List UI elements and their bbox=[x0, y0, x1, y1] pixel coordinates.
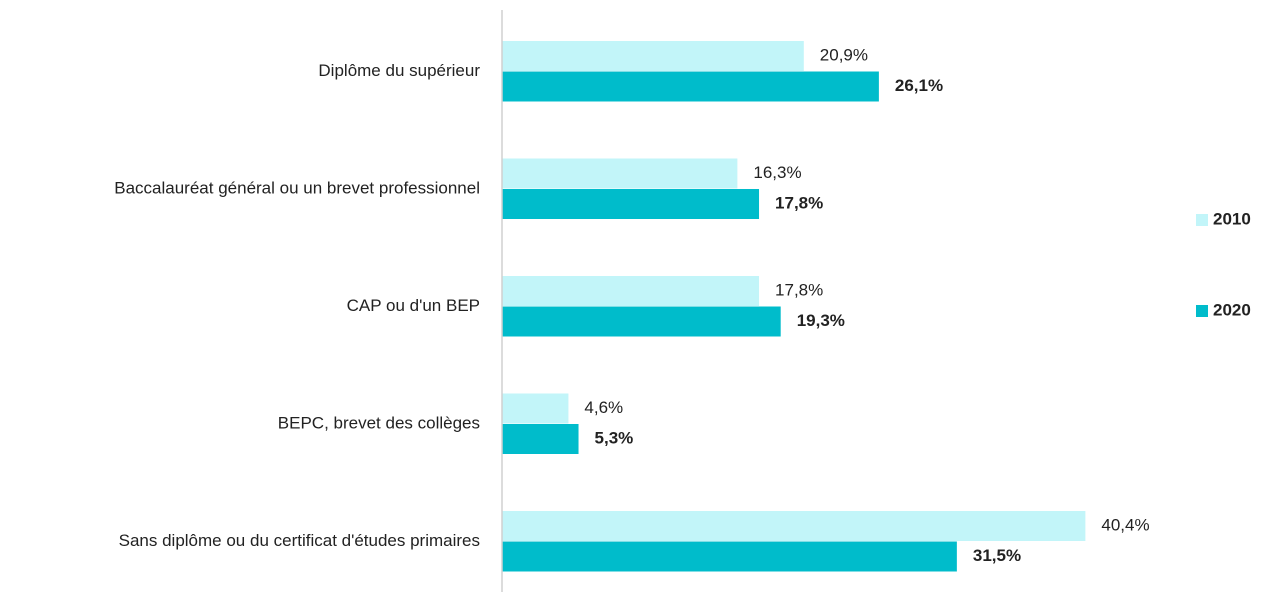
bar bbox=[502, 541, 957, 572]
value-label: 17,8% bbox=[775, 281, 823, 300]
category-label: CAP ou d'un BEP bbox=[347, 296, 480, 315]
category-label: Sans diplôme ou du certificat d'études p… bbox=[119, 531, 480, 550]
category-label: Diplôme du supérieur bbox=[318, 61, 480, 80]
legend-label: 2020 bbox=[1213, 300, 1251, 319]
bar bbox=[502, 276, 760, 306]
value-label: 16,3% bbox=[753, 163, 801, 182]
value-label: 4,6% bbox=[584, 398, 623, 417]
bar bbox=[502, 393, 569, 424]
value-label: 31,5% bbox=[973, 546, 1021, 565]
category-label: Baccalauréat général ou un brevet profes… bbox=[114, 178, 480, 197]
bar bbox=[502, 41, 804, 71]
legend-swatch bbox=[1196, 214, 1208, 226]
legend-swatch bbox=[1196, 305, 1208, 317]
value-label: 5,3% bbox=[595, 429, 634, 448]
bar bbox=[502, 424, 579, 454]
value-label: 26,1% bbox=[895, 76, 943, 95]
value-label: 40,4% bbox=[1101, 516, 1149, 535]
value-label: 20,9% bbox=[820, 46, 868, 65]
value-label: 19,3% bbox=[797, 311, 845, 330]
category-label: BEPC, brevet des collèges bbox=[278, 413, 480, 432]
bar bbox=[502, 158, 738, 189]
bar bbox=[502, 511, 1086, 541]
legend-label: 2010 bbox=[1213, 209, 1251, 228]
bar bbox=[502, 71, 879, 102]
bar bbox=[502, 306, 781, 337]
bar bbox=[502, 189, 760, 219]
value-label: 17,8% bbox=[775, 194, 823, 213]
